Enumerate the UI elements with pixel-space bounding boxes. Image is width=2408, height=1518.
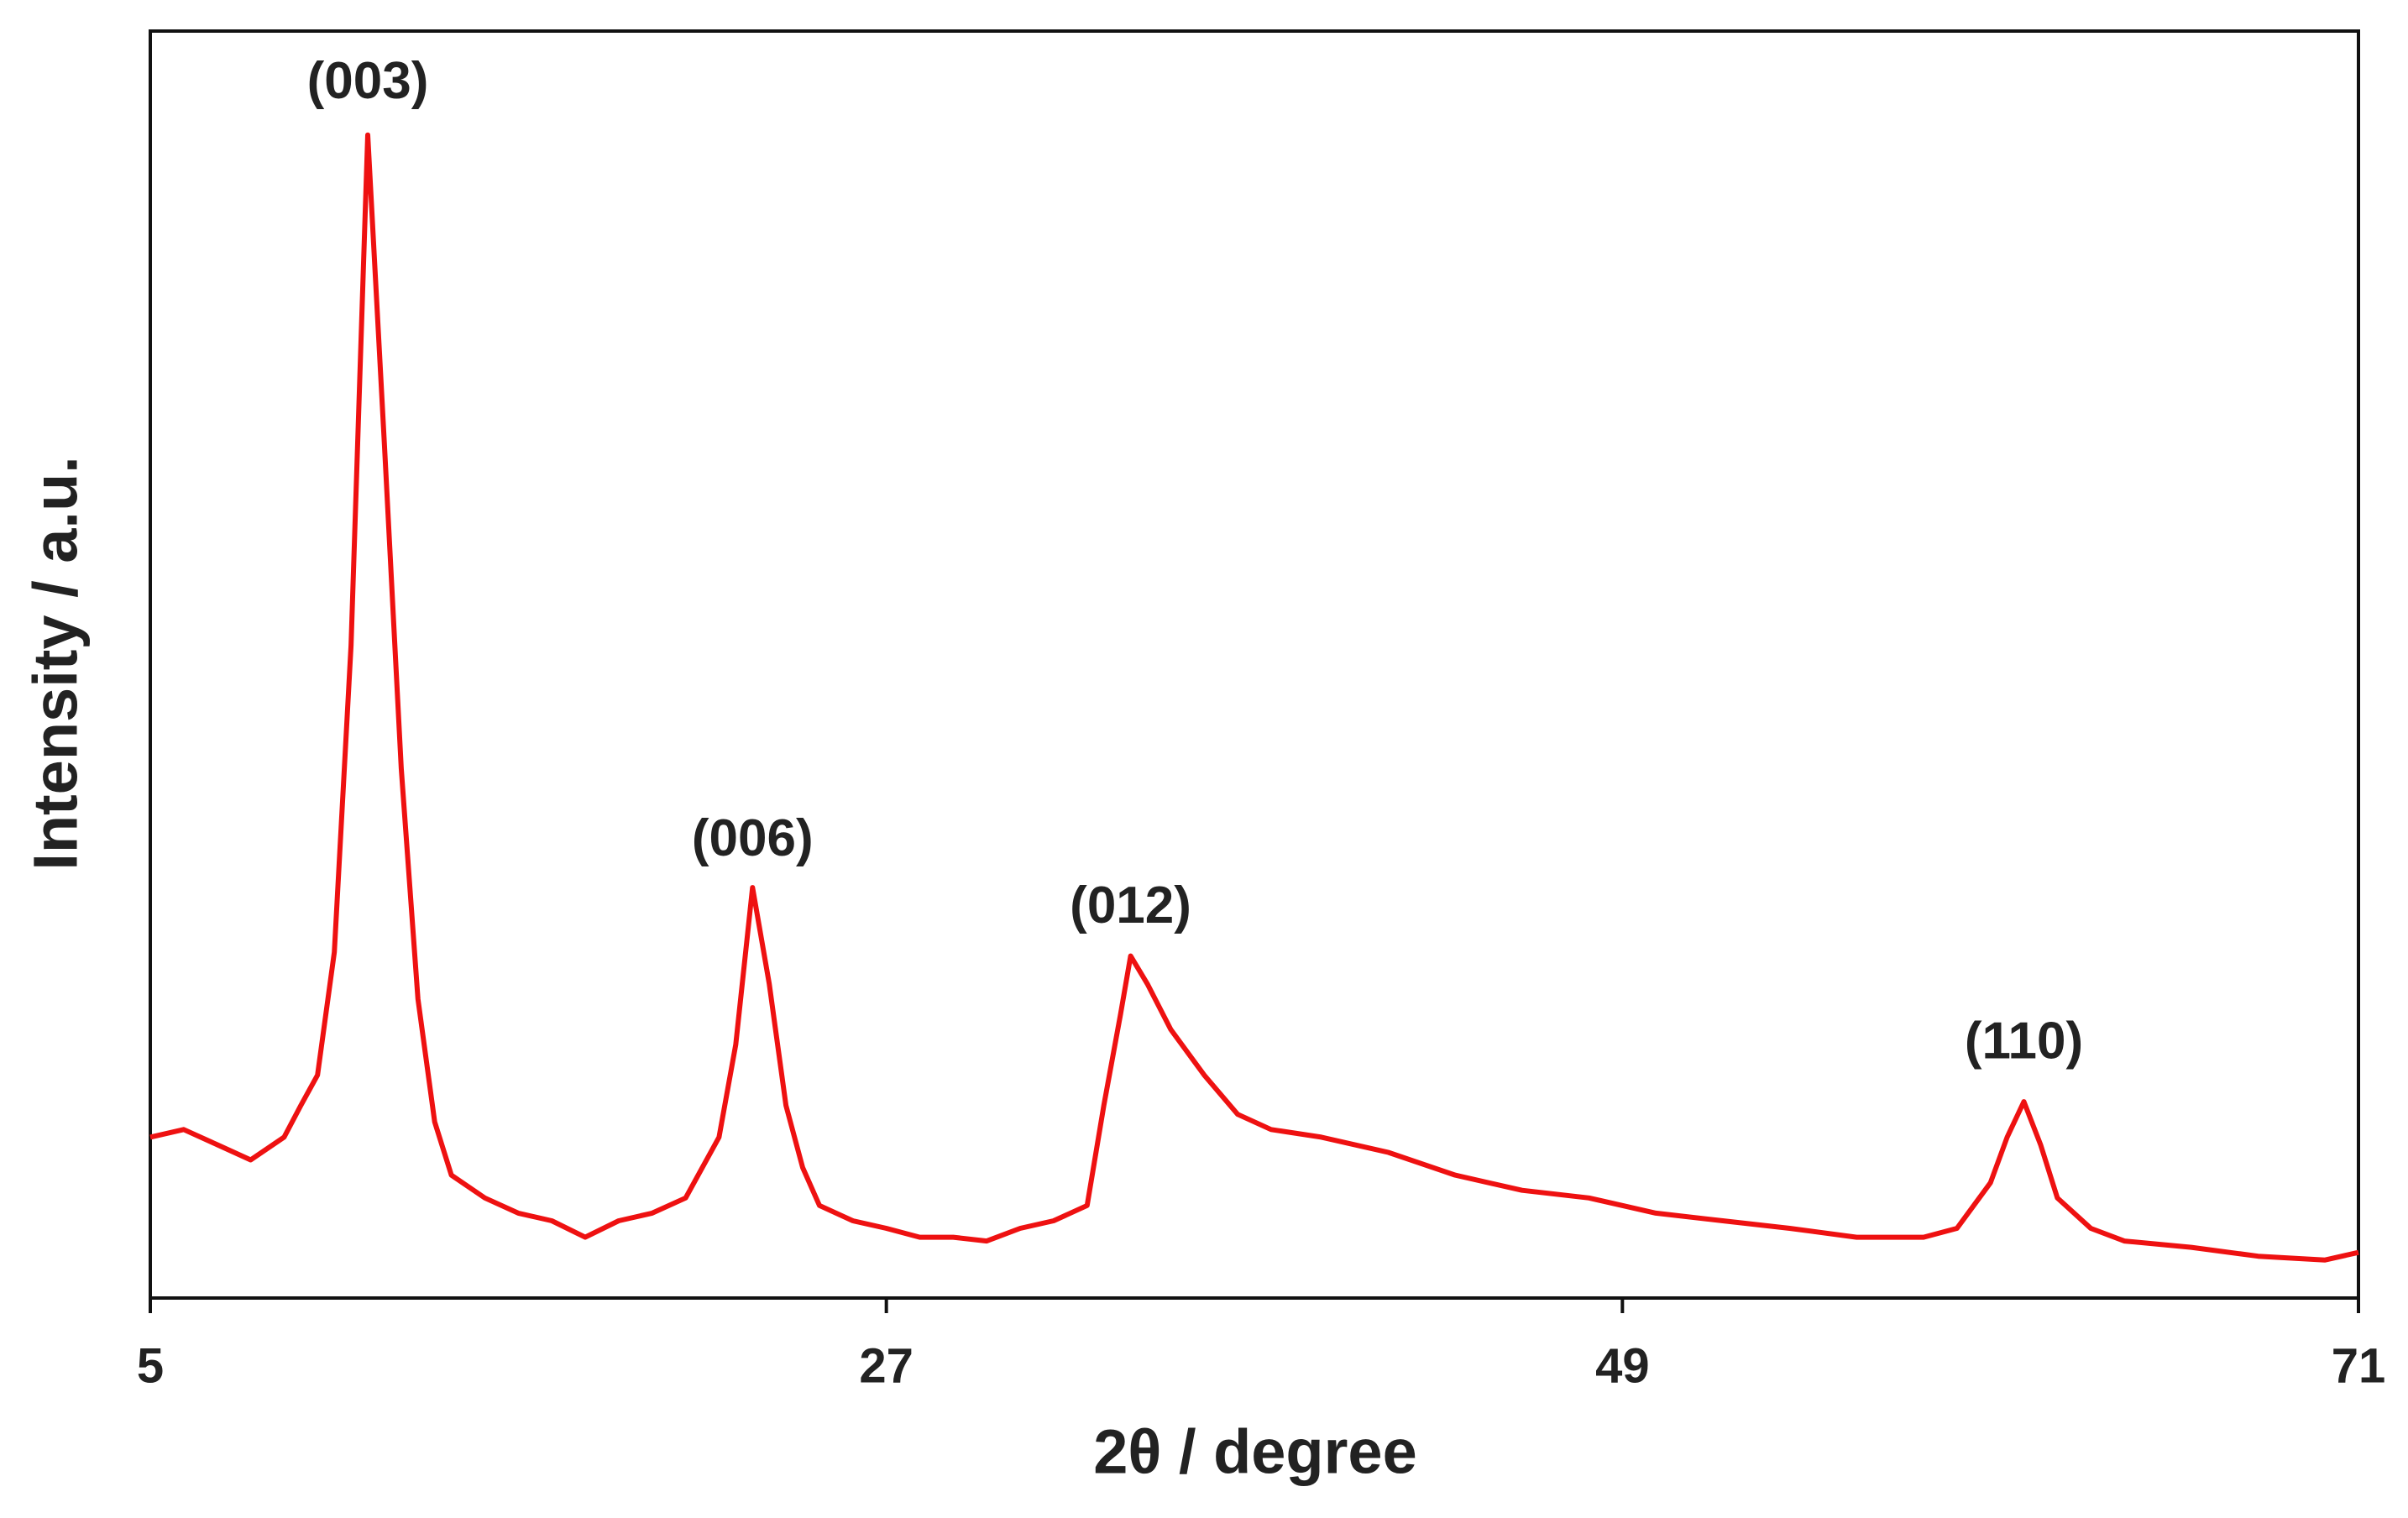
- x-tick-label: 49: [1595, 1338, 1650, 1393]
- peak-label: (003): [307, 52, 429, 110]
- plot-frame: [149, 29, 2360, 1300]
- x-tick-label: 5: [137, 1338, 164, 1393]
- x-tick-label: 27: [859, 1338, 913, 1393]
- y-axis-title: Intensity / a.u.: [21, 456, 91, 870]
- peak-label: (012): [1070, 877, 1191, 934]
- x-tick-label: 71: [2332, 1338, 2386, 1393]
- x-axis-title: 2θ / degree: [1093, 1417, 1417, 1487]
- peak-label: (110): [1965, 1013, 2083, 1070]
- peak-label: (006): [692, 809, 814, 867]
- data-line: [149, 132, 2359, 1263]
